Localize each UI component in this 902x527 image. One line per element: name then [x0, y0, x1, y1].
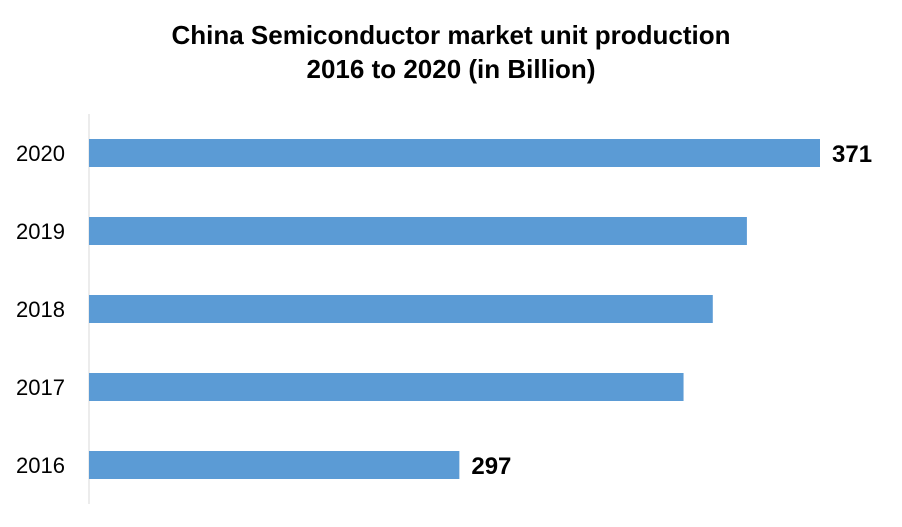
bar-2016 [89, 451, 460, 479]
category-label-2017: 2017 [16, 375, 65, 400]
data-labels-group: 371 297 [471, 141, 872, 480]
bar-2018 [89, 295, 713, 323]
data-label-2016: 297 [471, 453, 511, 480]
chart-title-line-1: China Semiconductor market unit producti… [171, 20, 731, 50]
category-label-2020: 2020 [16, 141, 65, 166]
category-labels-group: 2020 2019 2018 2017 2016 [16, 141, 65, 478]
category-label-2018: 2018 [16, 297, 65, 322]
bar-2020 [89, 139, 820, 167]
category-label-2019: 2019 [16, 219, 65, 244]
chart-title: China Semiconductor market unit producti… [0, 18, 902, 86]
bar-2019 [89, 217, 747, 245]
chart-title-line-2: 2016 to 2020 (in Billion) [306, 54, 596, 84]
bar-2017 [89, 373, 684, 401]
data-label-2020: 371 [832, 141, 872, 168]
category-label-2016: 2016 [16, 453, 65, 478]
bars-group [89, 139, 820, 479]
